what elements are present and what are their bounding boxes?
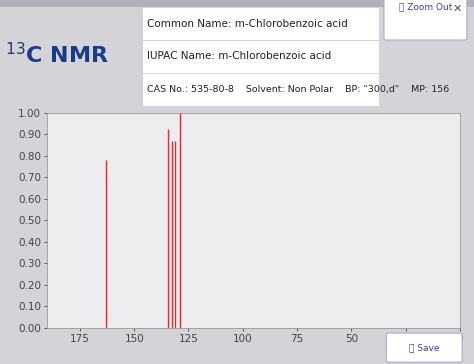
Text: $^{13}$C NMR: $^{13}$C NMR <box>5 42 109 67</box>
Text: IUPAC Name: m-Chlorobenzoic acid: IUPAC Name: m-Chlorobenzoic acid <box>147 51 331 62</box>
Text: 💾 Save: 💾 Save <box>409 343 439 352</box>
Text: 🔍 Zoom Out: 🔍 Zoom Out <box>399 2 452 11</box>
Text: ✕: ✕ <box>453 4 462 14</box>
Text: Common Name: m-Chlorobenzoic acid: Common Name: m-Chlorobenzoic acid <box>147 19 348 29</box>
Text: CAS No.: 535-80-8    Solvent: Non Polar    BP: "300,d"    MP: 156: CAS No.: 535-80-8 Solvent: Non Polar BP:… <box>147 85 449 94</box>
